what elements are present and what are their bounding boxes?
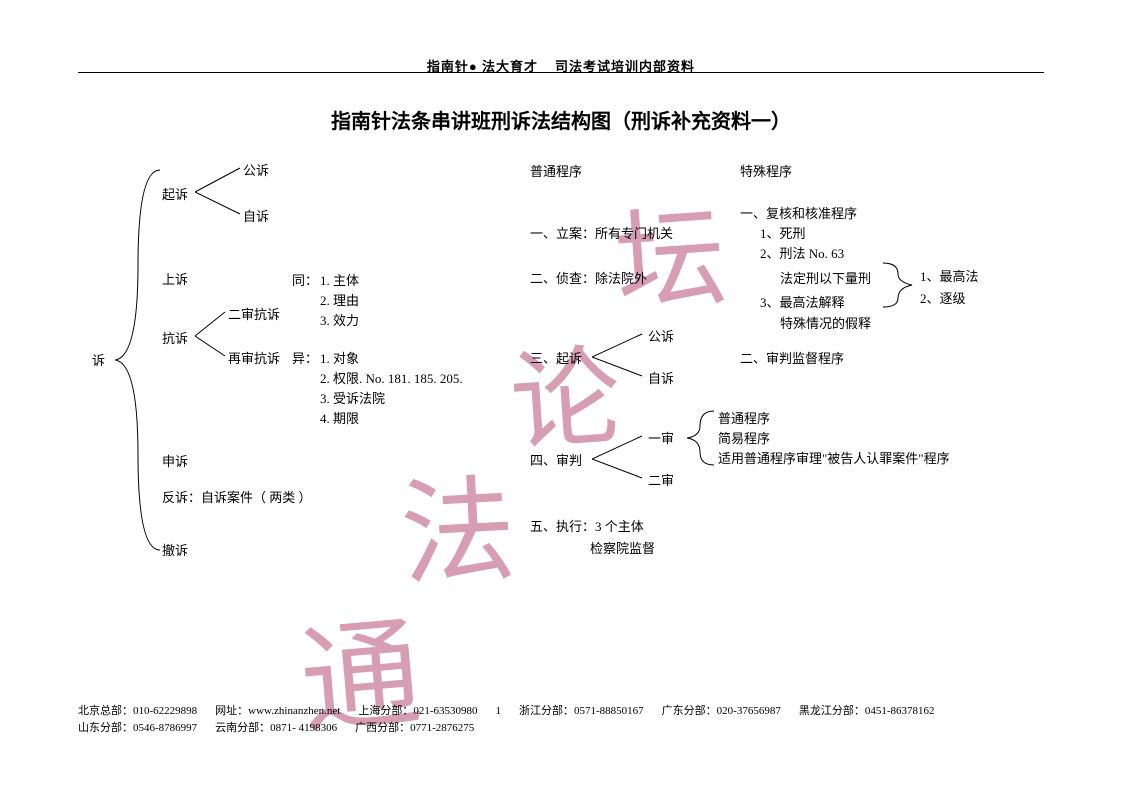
qisu-connector — [195, 164, 245, 219]
col4-b: 2、逐级 — [920, 290, 966, 308]
footer-item: 云南分部：0871- 4198306 — [215, 720, 337, 738]
node-qisu: 起诉 — [162, 186, 188, 204]
col4-a: 1、最高法 — [920, 268, 979, 286]
col4-bracket — [880, 260, 915, 310]
footer-item: 山东分部：0546-8786997 — [78, 720, 197, 738]
shenpan-connector — [592, 432, 647, 482]
col3-sec1-title: 一、复核和核准程序 — [740, 205, 857, 223]
col2-item4a3: 适用普通程序审理"被告人认罪案件"程序 — [718, 450, 950, 468]
tong-3: 3. 效力 — [320, 312, 359, 330]
col2-item5: 五、执行：3 个主体 — [530, 518, 644, 536]
node-kangsu: 抗诉 — [162, 330, 188, 348]
kangsu-connector — [195, 306, 230, 361]
yi-1: 1. 对象 — [320, 350, 359, 368]
watermark-char-3: 论 — [505, 306, 626, 473]
col3-sec2-title: 二、审判监督程序 — [740, 350, 844, 368]
node-chesu: 撤诉 — [162, 542, 188, 560]
col2-item4a: 一审 — [648, 430, 674, 448]
col3-sec1-3: 3、最高法解释 — [760, 294, 845, 312]
footer-item: 浙江分部：0571-88850167 — [519, 703, 644, 721]
footer-row-2: 山东分部：0546-8786997 云南分部：0871- 4198306 广西分… — [78, 720, 1044, 738]
col2-item1: 一、立案：所有专门机关 — [530, 225, 673, 243]
col3-sec1-2: 2、刑法 No. 63 — [760, 245, 844, 263]
col3-header: 特殊程序 — [740, 163, 792, 181]
footer-item: 广西分部：0771-2876275 — [355, 720, 474, 738]
root-node: 诉 — [92, 352, 105, 370]
col2-item3-label: 三、起诉 — [530, 350, 582, 368]
yi-3: 3. 受诉法院 — [320, 390, 385, 408]
footer-page-number: 1 — [496, 703, 502, 721]
page-footer: 北京总部：010-62229898 网址：www.zhinanzhen.net … — [78, 703, 1044, 738]
header-rule — [78, 72, 1044, 73]
node-fansu: 反诉：自诉案件（ 两类 ） — [162, 489, 312, 507]
col2-item4b: 二审 — [648, 472, 674, 490]
col3-sec1-2-sub: 法定刑以下量刑 — [780, 270, 871, 288]
col2-item2: 二、侦查：除法院外 — [530, 270, 647, 288]
col2-item4a1: 普通程序 — [718, 410, 770, 428]
node-shangsu: 上诉 — [162, 271, 188, 289]
node-zaishen-kangsu: 再审抗诉 — [228, 350, 280, 368]
page-title: 指南针法条串讲班刑诉法结构图（刑诉补充资料一） — [0, 105, 1122, 134]
col2-item5-sub: 检察院监督 — [590, 540, 655, 558]
yi-label: 异： — [292, 350, 318, 368]
watermark-char-2: 法 — [396, 437, 520, 609]
col2-item4-label: 四、审判 — [530, 452, 582, 470]
watermark-char-4: 坛 — [610, 166, 731, 333]
yi-4: 4. 期限 — [320, 410, 359, 428]
node-qisu-zisu: 自诉 — [243, 208, 269, 226]
qisu3-connector — [592, 330, 647, 380]
footer-item: 网址：www.zhinanzhen.net — [215, 703, 340, 721]
col2-header: 普通程序 — [530, 163, 582, 181]
col2-item3a: 公诉 — [648, 328, 674, 346]
col3-sec1-1: 1、死刑 — [760, 225, 806, 243]
tong-2: 2. 理由 — [320, 292, 359, 310]
col3-sec1-3-sub: 特殊情况的假释 — [780, 315, 871, 333]
yishen-bracket — [682, 408, 717, 468]
col2-item3b: 自诉 — [648, 370, 674, 388]
node-ershen-kangsu: 二审抗诉 — [228, 306, 280, 324]
col2-item4a2: 简易程序 — [718, 430, 770, 448]
footer-item: 上海分部：021-63530980 — [358, 703, 477, 721]
tong-label: 同： — [292, 272, 318, 290]
yi-2: 2. 权限. No. 181. 185. 205. — [320, 370, 463, 388]
node-shensu: 申诉 — [162, 453, 188, 471]
footer-item: 北京总部：010-62229898 — [78, 703, 197, 721]
footer-item: 广东分部：020-37656987 — [662, 703, 781, 721]
page-header: 指南针● 法大育才 司法考试培训内部资料 — [0, 0, 1122, 75]
footer-item: 黑龙江分部：0451-86378162 — [799, 703, 935, 721]
node-qisu-gongsu: 公诉 — [243, 162, 269, 180]
root-bracket — [110, 165, 160, 555]
footer-row-1: 北京总部：010-62229898 网址：www.zhinanzhen.net … — [78, 703, 1044, 721]
tong-1: 1. 主体 — [320, 272, 359, 290]
